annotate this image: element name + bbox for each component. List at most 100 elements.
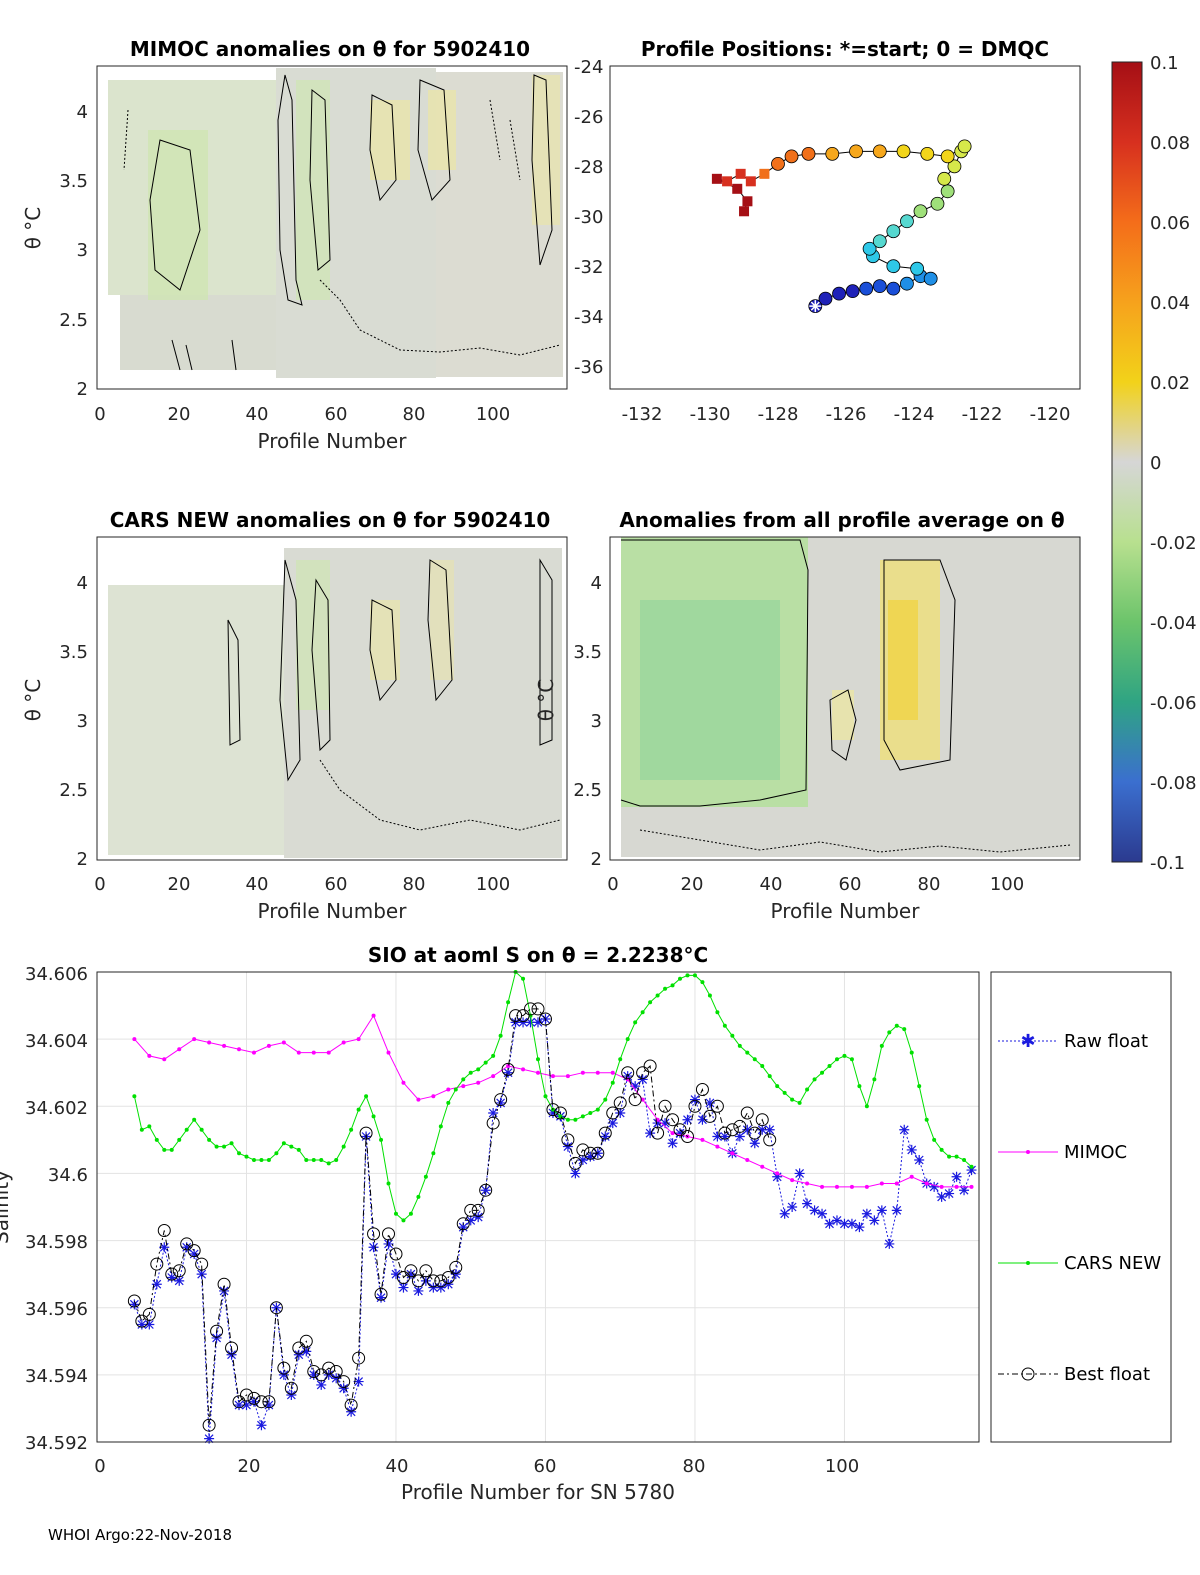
data-point [506, 1064, 511, 1068]
data-point [383, 1238, 394, 1249]
track-point [845, 284, 860, 299]
data-point [180, 1237, 194, 1251]
salinity-xtick: 0 [94, 1456, 105, 1477]
data-point [607, 1118, 618, 1129]
salinity-ytick: 34.606 [25, 964, 88, 985]
colorbar-tick: 0.02 [1150, 373, 1190, 394]
data-point [401, 1080, 406, 1085]
data-point [944, 1188, 955, 1199]
data-point [142, 1307, 156, 1321]
data-point [307, 1365, 321, 1378]
data-point [954, 1184, 959, 1189]
data-point [966, 1165, 977, 1176]
data-point [396, 1271, 410, 1284]
data-point [416, 1097, 421, 1102]
data-point [740, 1106, 754, 1120]
data-point [703, 1109, 717, 1123]
data-point [476, 1067, 481, 1072]
allavg-yticks: 2 2.5 3 3.5 4 [573, 573, 602, 870]
data-point [196, 1269, 207, 1280]
mimoc-ytick: 4 [77, 102, 88, 123]
positions-xtick: -132 [622, 404, 663, 425]
data-point [379, 1137, 384, 1142]
allavg-ytick: 3.5 [573, 642, 602, 663]
track-point [771, 156, 785, 171]
data-point [195, 1257, 209, 1271]
track-point [900, 214, 914, 229]
cars-title: CARS NEW anomalies on θ for 5902410 [110, 508, 551, 532]
data-point [685, 973, 690, 978]
data-point [135, 1314, 149, 1328]
track-point [862, 241, 877, 256]
data-point [506, 1000, 511, 1005]
data-point [356, 1037, 361, 1042]
data-point [633, 1020, 638, 1025]
positions-axes-box [609, 65, 1081, 390]
data-point [894, 1023, 899, 1028]
track-point [886, 281, 901, 296]
data-point [839, 1218, 850, 1229]
data-point [861, 1208, 872, 1219]
cars-ytick: 2.5 [59, 780, 88, 801]
data-point [939, 1184, 944, 1189]
data-point [435, 1282, 446, 1293]
data-point [682, 1114, 693, 1125]
data-point [308, 1369, 319, 1380]
data-point [226, 1349, 237, 1360]
positions-xtick: -130 [690, 404, 731, 425]
positions-xtick: -124 [894, 404, 935, 425]
data-point [906, 1144, 917, 1155]
data-point [849, 1184, 854, 1189]
data-point [498, 1033, 503, 1038]
data-point [879, 1043, 884, 1048]
data-point [486, 1116, 500, 1130]
data-point [458, 1222, 469, 1233]
data-point [869, 1215, 880, 1226]
cars-xtick: 20 [168, 874, 191, 895]
data-point [775, 1084, 780, 1089]
data-point [521, 976, 526, 981]
data-point [932, 1137, 937, 1142]
colorbar-tick: -0.1 [1150, 853, 1185, 874]
mimoc-heatmap [108, 68, 563, 378]
legend-label: CARS NEW [1064, 1253, 1161, 1274]
data-point [408, 1211, 413, 1216]
track-point [711, 173, 722, 184]
data-point [715, 1010, 720, 1015]
legend-label: Raw float [1064, 1031, 1148, 1052]
data-point [234, 1400, 245, 1411]
data-point [299, 1334, 313, 1348]
data-point [248, 1396, 259, 1407]
data-point [712, 1131, 723, 1142]
mimoc-yticks: 2 2.5 3 3.5 4 [59, 102, 88, 400]
cars-heatmap [108, 548, 562, 858]
data-point [969, 1184, 974, 1189]
track-point [722, 176, 733, 187]
data-point [887, 1030, 892, 1035]
data-point [576, 1143, 590, 1157]
data-point [689, 1094, 700, 1105]
data-point [129, 1299, 140, 1310]
colorbar-tick: 0.06 [1150, 213, 1190, 234]
data-point [247, 1391, 261, 1405]
colorbar-tick: -0.08 [1150, 773, 1197, 794]
data-point [204, 1433, 215, 1444]
data-point [667, 1138, 678, 1149]
legend-item-best-float: Best float [998, 1364, 1150, 1385]
data-point [767, 1074, 772, 1079]
data-point [281, 1040, 286, 1045]
legend-item-cars-new: CARS NEW [998, 1253, 1161, 1274]
track-point [940, 149, 955, 164]
data-point [353, 1376, 364, 1387]
data-point [533, 1017, 543, 1028]
cars-yticks: 2 2.5 3 3.5 4 [59, 573, 88, 870]
track-point [937, 171, 952, 186]
data-point [269, 1301, 283, 1315]
allavg-xtick: 20 [681, 874, 704, 895]
data-point [628, 1093, 642, 1107]
track-point [818, 291, 833, 306]
data-point [742, 1124, 753, 1135]
data-point [483, 1060, 488, 1065]
data-point [899, 1124, 910, 1135]
data-point [334, 1158, 339, 1162]
